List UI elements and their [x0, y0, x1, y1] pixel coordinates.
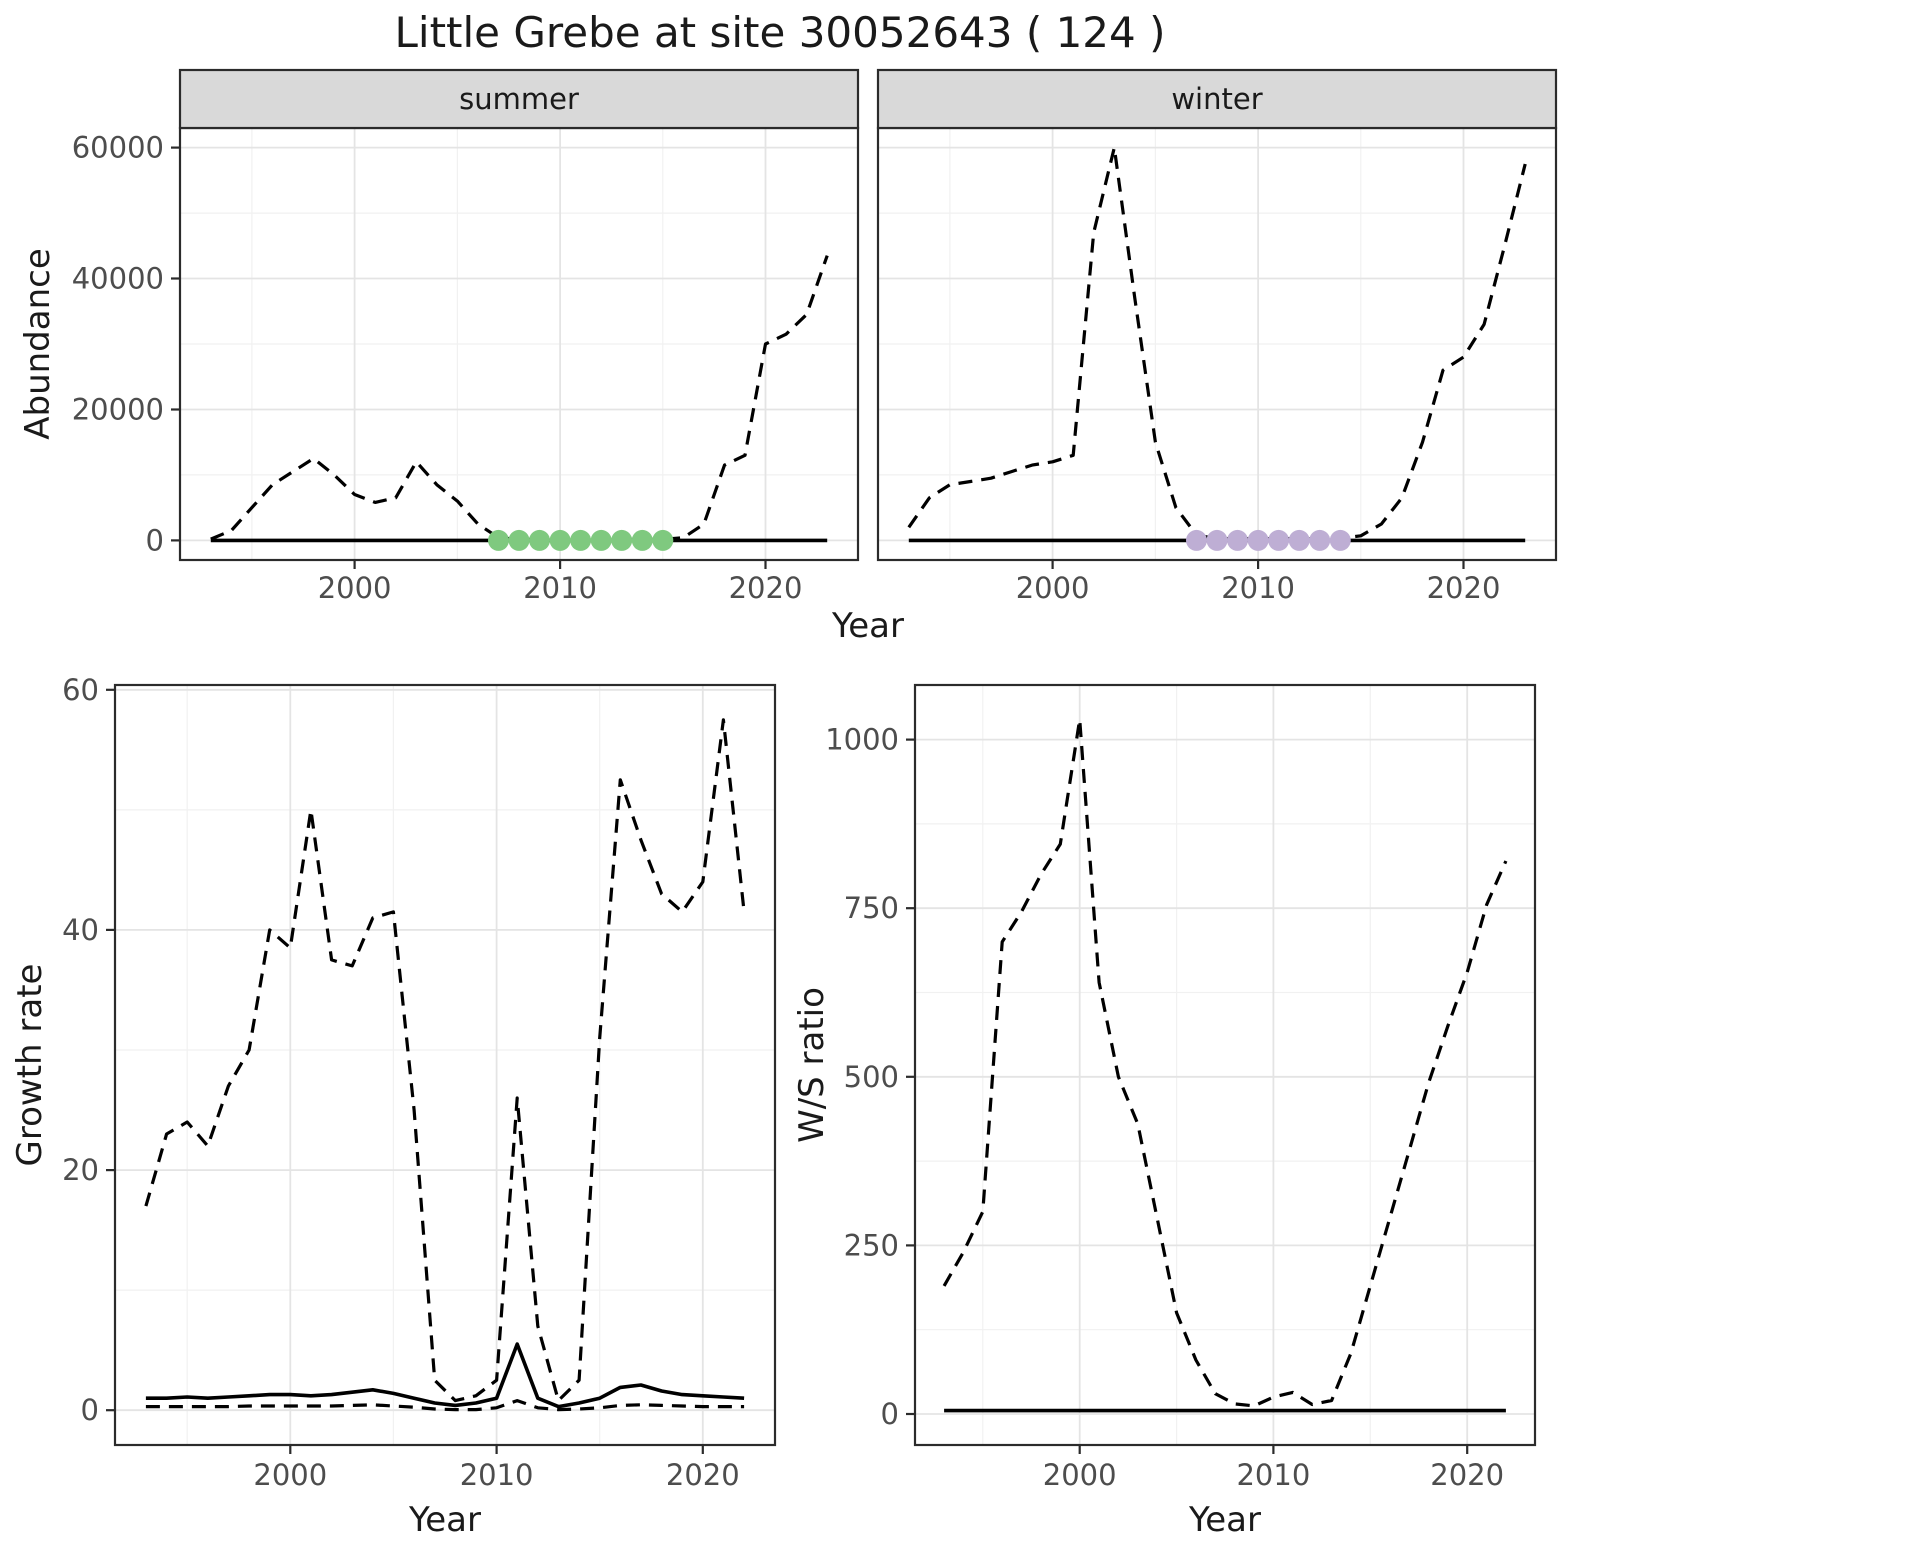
ws-ratio-y-tick-label: 750 — [844, 891, 899, 925]
ws-ratio-panel-border — [913, 683, 1537, 1447]
abundance-summer-y-tick-label: 20000 — [72, 393, 164, 427]
abundance-summer-x-tick-label: 2000 — [318, 571, 392, 605]
ws-ratio-y-tick-label: 1000 — [825, 723, 899, 757]
growth-rate-y-tick-label: 20 — [62, 1153, 99, 1187]
growth-rate-y-tick-label: 60 — [62, 673, 99, 707]
ws-ratio-y-tick-label: 250 — [844, 1228, 899, 1262]
ws-ratio-x-tick-label: 2020 — [1430, 1458, 1504, 1492]
ws-ratio-y-tick-label: 0 — [881, 1397, 899, 1431]
abundance-summer-flagged-years-point — [631, 529, 653, 551]
abundance-winter-flagged-years-point — [1186, 529, 1207, 551]
growth-rate-x-tick-label: 2020 — [666, 1458, 740, 1492]
abundance-summer-flagged-years-point — [590, 529, 612, 551]
abundance-summer-x-tick-label: 2020 — [729, 571, 803, 605]
abundance-summer-flagged-years-point — [549, 529, 571, 551]
abundance-summer-flagged-years-point — [508, 529, 530, 551]
abundance-summer-x-tick-label: 2010 — [523, 571, 597, 605]
abundance-summer-flagged-years-point — [652, 529, 674, 551]
growth-rate-x-tick-label: 2000 — [253, 1458, 327, 1492]
ws-year-axis-label: Year — [1189, 1500, 1261, 1540]
bottom-row-charts: 2000 2010 2020 0 20 40 60 2000 2010 2020 0 250 500 75… — [62, 673, 1537, 1492]
growth-rate-y-tick-label: 0 — [81, 1393, 99, 1427]
growth-rate-x-tick-label: 2010 — [460, 1458, 534, 1492]
abundance-winter-x-tick-label: 2000 — [1016, 571, 1090, 605]
abundance-summer-flagged-years-point — [570, 529, 592, 551]
growth-rate-solid-mean-line — [145, 1342, 745, 1409]
plot-title: Little Grebe at site 30052643 ( 124 ) — [394, 8, 1166, 57]
abundance-winter-flagged-years-point — [1329, 529, 1351, 551]
ws-ratio-dashed-ratio-line — [942, 717, 1508, 1408]
growth-rate-panel-border — [113, 683, 777, 1447]
abundance-summer-y-tick-label: 0 — [146, 523, 164, 557]
abundance-winter-x-tick-label: 2010 — [1221, 571, 1295, 605]
abundance-winter-flagged-years-point — [1227, 529, 1248, 551]
abundance-winter-flagged-years-point — [1206, 529, 1228, 551]
abundance-winter-flagged-years-point — [1268, 529, 1290, 551]
growth-rate-dashed-upper-line — [144, 718, 746, 1403]
growth-rate-dashed-lower-line — [145, 1399, 745, 1412]
abundance-summer-flagged-years-point — [488, 529, 509, 551]
growth-rate-panel-bg — [115, 685, 775, 1445]
abundance-facet-chart: 2000 2010 2020 0 20000 40000 60000 summer 2000 20… — [72, 68, 1558, 605]
ws-ratio-x-tick-label: 2010 — [1236, 1458, 1310, 1492]
abundance-winter-x-tick-label: 2020 — [1427, 571, 1501, 605]
abundance-summer-y-tick-label: 40000 — [72, 262, 164, 296]
abundance-winter-flagged-years-point — [1247, 529, 1269, 551]
ws-ratio-panel-bg — [915, 685, 1535, 1445]
abundance-winter-facet-strip — [876, 68, 1558, 130]
abundance-summer-facet-strip — [178, 68, 860, 130]
abundance-winter-flagged-years-point — [1288, 529, 1310, 551]
abundance-summer-flagged-years-point — [611, 529, 633, 551]
facet-strip-label-winter: winter — [1171, 82, 1262, 116]
growth-year-axis-label: Year — [409, 1500, 481, 1540]
abundance-winter-dashed-estimate-line — [907, 146, 1527, 541]
abundance-summer-flagged-years-point — [529, 529, 550, 551]
growth-rate-y-tick-label: 40 — [62, 913, 99, 947]
ws-ratio-x-tick-label: 2000 — [1043, 1458, 1117, 1492]
top-year-axis-label: Year — [832, 606, 904, 646]
facet-strip-label-summer: summer — [459, 82, 579, 116]
abundance-summer-y-tick-label: 60000 — [72, 131, 164, 165]
abundance-winter-flagged-years-point — [1309, 529, 1331, 551]
ws-ratio-y-tick-label: 500 — [844, 1060, 899, 1094]
